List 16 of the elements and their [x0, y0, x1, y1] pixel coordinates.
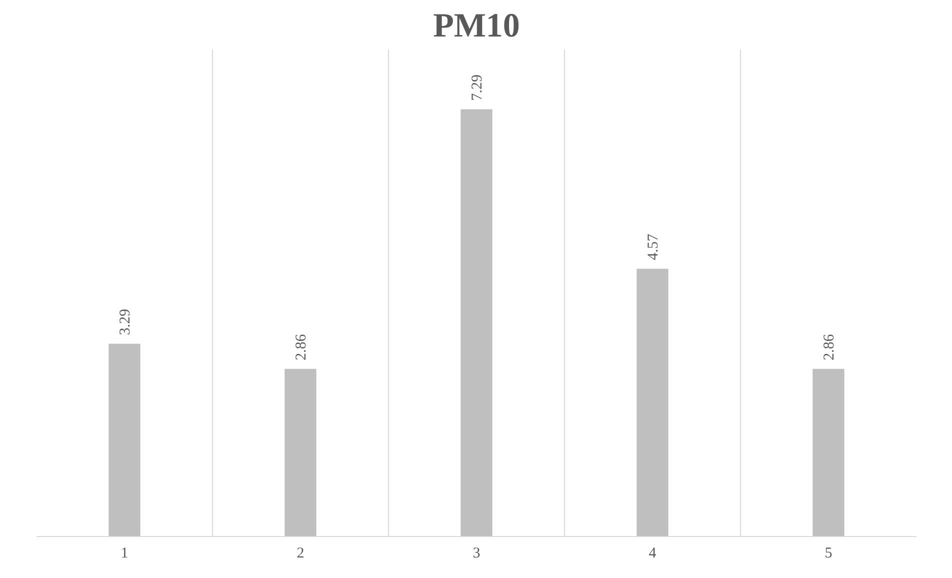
bar: [284, 368, 316, 536]
bar: [460, 109, 492, 536]
bar: [812, 368, 844, 536]
chart-title: PM10: [433, 8, 520, 44]
x-tick-label: 5: [824, 546, 832, 562]
x-tick-label: 3: [472, 546, 480, 562]
data-label: 2.86: [294, 334, 310, 360]
data-label: 4.57: [646, 233, 662, 260]
data-label: 7.29: [470, 74, 486, 101]
x-tick-label: 1: [120, 546, 128, 562]
data-label: 3.29: [118, 308, 134, 336]
bar: [636, 268, 668, 536]
x-tick-label: 4: [648, 546, 657, 562]
data-label: 2.86: [822, 334, 838, 360]
bar: [108, 344, 140, 536]
x-tick-label: 2: [296, 546, 304, 562]
